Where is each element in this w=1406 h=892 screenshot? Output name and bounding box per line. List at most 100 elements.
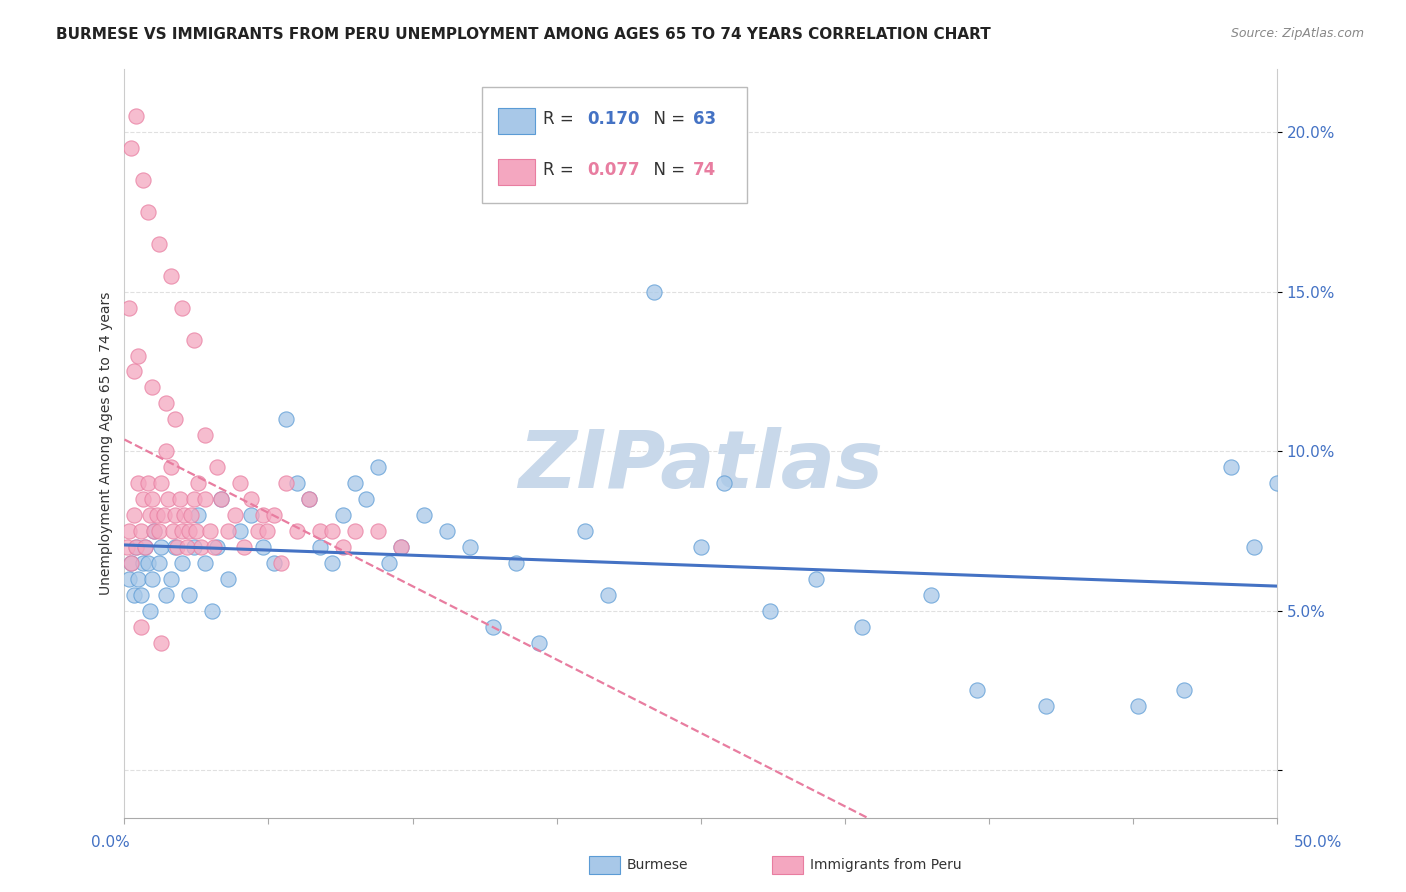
Point	[309, 540, 332, 554]
Point	[198, 524, 221, 538]
Point	[118, 301, 141, 315]
Point	[122, 508, 145, 522]
Point	[356, 491, 378, 506]
Point	[176, 540, 198, 554]
Y-axis label: Unemployment Among Ages 65 to 74 years: Unemployment Among Ages 65 to 74 years	[100, 292, 114, 595]
Point	[132, 173, 155, 187]
Point	[966, 683, 988, 698]
Point	[274, 476, 297, 491]
Text: Immigrants from Peru: Immigrants from Peru	[810, 858, 962, 872]
Point	[194, 491, 217, 506]
Point	[256, 524, 278, 538]
Point	[321, 524, 343, 538]
Point	[332, 508, 354, 522]
Point	[125, 109, 148, 123]
Point	[177, 524, 200, 538]
FancyBboxPatch shape	[498, 108, 534, 134]
Point	[343, 476, 366, 491]
Point	[122, 364, 145, 378]
Point	[155, 588, 177, 602]
Point	[120, 556, 142, 570]
Text: N =: N =	[643, 161, 690, 179]
Point	[458, 540, 481, 554]
Point	[529, 635, 551, 649]
Text: ZIPatlas: ZIPatlas	[517, 426, 883, 505]
Point	[187, 476, 209, 491]
Point	[224, 508, 246, 522]
Point	[240, 508, 263, 522]
Point	[201, 604, 224, 618]
Text: R =: R =	[543, 161, 579, 179]
Point	[758, 604, 780, 618]
Point	[851, 619, 873, 633]
Point	[118, 572, 141, 586]
Point	[141, 380, 163, 394]
Point	[205, 460, 228, 475]
Text: N =: N =	[643, 111, 690, 128]
Point	[136, 476, 159, 491]
Point	[129, 619, 152, 633]
Point	[378, 556, 401, 570]
Text: 63: 63	[693, 111, 716, 128]
Point	[155, 396, 177, 410]
Point	[270, 556, 292, 570]
Point	[252, 540, 274, 554]
Text: 50.0%: 50.0%	[1295, 836, 1343, 850]
Point	[148, 556, 170, 570]
Point	[804, 572, 827, 586]
Point	[172, 524, 194, 538]
Point	[285, 476, 308, 491]
Point	[177, 588, 200, 602]
Point	[482, 619, 505, 633]
Point	[141, 572, 163, 586]
Point	[169, 491, 191, 506]
Text: BURMESE VS IMMIGRANTS FROM PERU UNEMPLOYMENT AMONG AGES 65 TO 74 YEARS CORRELATI: BURMESE VS IMMIGRANTS FROM PERU UNEMPLOY…	[56, 27, 991, 42]
Point	[115, 540, 138, 554]
Point	[1035, 699, 1057, 714]
Point	[159, 460, 181, 475]
Text: 0.077: 0.077	[588, 161, 640, 179]
Point	[166, 540, 188, 554]
Point	[139, 508, 162, 522]
Point	[190, 540, 212, 554]
Point	[152, 508, 174, 522]
Point	[436, 524, 458, 538]
Point	[136, 556, 159, 570]
Text: 0.170: 0.170	[588, 111, 640, 128]
Text: 0.0%: 0.0%	[91, 836, 131, 850]
Point	[1128, 699, 1150, 714]
Point	[125, 540, 148, 554]
Point	[165, 540, 187, 554]
Point	[127, 476, 149, 491]
Point	[132, 556, 155, 570]
Point	[134, 540, 156, 554]
Point	[187, 508, 209, 522]
Point	[252, 508, 274, 522]
Point	[172, 556, 194, 570]
Point	[367, 524, 389, 538]
Point	[367, 460, 389, 475]
Point	[127, 572, 149, 586]
Point	[689, 540, 711, 554]
Point	[920, 588, 942, 602]
Point	[136, 205, 159, 219]
Point	[228, 476, 250, 491]
Point	[150, 635, 173, 649]
Point	[127, 349, 149, 363]
Point	[298, 491, 321, 506]
Point	[285, 524, 308, 538]
Point	[165, 412, 187, 426]
Point	[139, 604, 162, 618]
Point	[209, 491, 232, 506]
Point	[263, 508, 285, 522]
Point	[183, 491, 205, 506]
Point	[389, 540, 412, 554]
Point	[205, 540, 228, 554]
Point	[157, 491, 180, 506]
Point	[217, 572, 239, 586]
Point	[129, 524, 152, 538]
Point	[598, 588, 620, 602]
Point	[150, 540, 173, 554]
Point	[240, 491, 263, 506]
Point	[643, 285, 665, 299]
